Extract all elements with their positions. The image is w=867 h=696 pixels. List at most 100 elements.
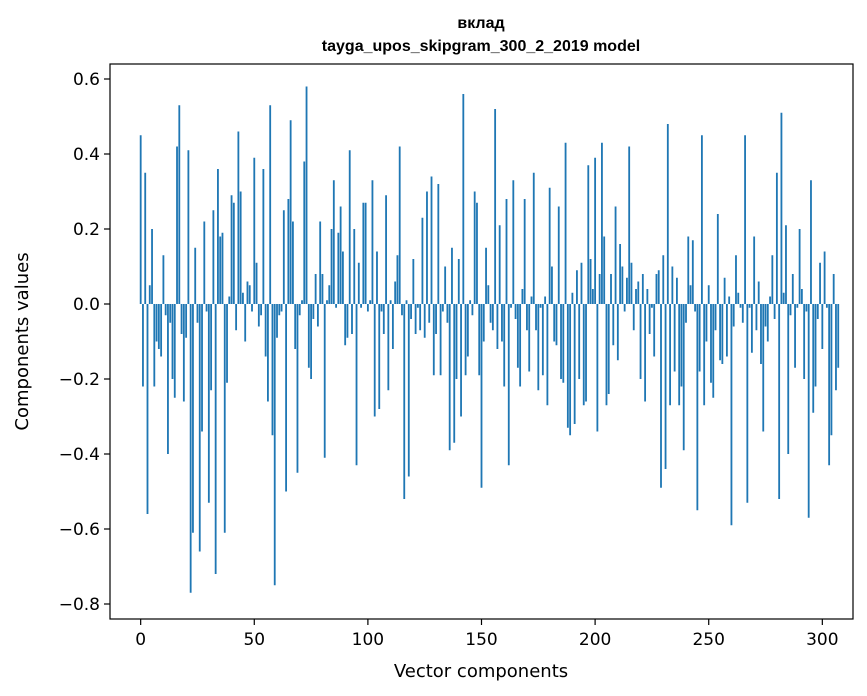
- bar-231: [664, 304, 667, 469]
- bar-222: [644, 304, 647, 402]
- bar-30: [207, 304, 210, 503]
- x-axis-label: Vector components: [394, 661, 568, 682]
- bar-93: [351, 304, 353, 334]
- bar-98: [362, 202, 365, 304]
- bar-10: [162, 255, 165, 304]
- bar-144: [466, 304, 469, 357]
- bar-285: [787, 304, 790, 454]
- bar-25: [196, 304, 199, 323]
- y-tick-label: 0.6: [73, 70, 100, 90]
- bar-183: [555, 304, 558, 346]
- bar-203: [601, 142, 603, 304]
- bar-8: [157, 304, 160, 349]
- bar-214: [626, 277, 628, 304]
- chart-subtitle: tayga_upos_skipgram_300_2_2019 model: [322, 38, 640, 55]
- bar-16: [176, 146, 178, 304]
- bar-216: [630, 262, 633, 304]
- bar-140: [457, 259, 460, 304]
- bar-143: [464, 304, 467, 376]
- bar-201: [596, 304, 599, 432]
- bar-185: [560, 304, 562, 379]
- bar-12: [167, 304, 169, 454]
- y-tick-label: 0.4: [73, 145, 100, 165]
- y-axis-ticks: −0.8 −0.6 −0.4 −0.2 0.0 0.2 0.4 0.6: [59, 70, 110, 615]
- bar-307: [837, 304, 840, 368]
- bar-113: [396, 255, 399, 304]
- bar-242: [689, 285, 692, 304]
- bar-85: [332, 180, 335, 304]
- bar-223: [646, 289, 649, 304]
- bar-21: [187, 150, 190, 304]
- bar-38: [226, 304, 228, 383]
- y-tick-label: −0.8: [59, 595, 100, 615]
- bar-179: [546, 304, 549, 406]
- bar-266: [744, 135, 746, 304]
- y-tick-label: −0.2: [59, 370, 100, 390]
- bar-162: [507, 304, 510, 466]
- bar-39: [228, 296, 231, 304]
- bar-20: [185, 304, 188, 338]
- bar-153: [487, 285, 490, 304]
- bar-95: [355, 304, 358, 466]
- bar-64: [285, 304, 287, 492]
- bar-86: [335, 304, 337, 308]
- bar-51: [255, 262, 258, 304]
- bar-193: [578, 304, 581, 379]
- bar-186: [562, 304, 565, 383]
- bar-286: [789, 304, 792, 316]
- bar-24: [194, 247, 197, 304]
- bar-279: [773, 304, 776, 319]
- bar-280: [775, 172, 778, 304]
- x-tick-label: 200: [579, 630, 611, 650]
- bar-303: [828, 304, 831, 466]
- bar-277: [769, 296, 771, 304]
- bar-78: [316, 304, 319, 327]
- bar-268: [748, 304, 751, 308]
- bar-288: [794, 304, 796, 368]
- bar-241: [687, 236, 690, 304]
- bar-117: [405, 300, 408, 304]
- bar-139: [455, 304, 458, 379]
- bar-76: [312, 304, 315, 319]
- bar-225: [651, 304, 653, 308]
- bar-226: [653, 304, 656, 357]
- bar-65: [287, 199, 290, 304]
- bar-189: [569, 304, 572, 436]
- bar-112: [394, 281, 397, 304]
- bar-271: [755, 304, 758, 331]
- bar-104: [376, 251, 378, 304]
- bar-281: [778, 304, 781, 499]
- bar-270: [753, 236, 756, 304]
- bar-63: [282, 210, 285, 304]
- bar-118: [407, 304, 410, 477]
- bar-173: [532, 172, 535, 304]
- bar-221: [641, 274, 644, 304]
- bar-251: [710, 304, 712, 383]
- bar-163: [510, 304, 512, 308]
- bar-52: [257, 304, 260, 327]
- bar-211: [619, 244, 622, 304]
- bar-252: [712, 304, 715, 398]
- bar-195: [582, 304, 585, 406]
- bar-304: [830, 304, 833, 436]
- bar-205: [605, 304, 608, 406]
- bar-166: [516, 304, 519, 368]
- bar-107: [382, 304, 385, 334]
- bar-160: [503, 304, 506, 387]
- bar-134: [444, 266, 447, 304]
- bar-5: [151, 229, 153, 304]
- bar-278: [771, 255, 774, 304]
- bar-34: [217, 169, 219, 304]
- bar-7: [155, 304, 158, 342]
- bar-250: [707, 285, 710, 304]
- bar-47: [246, 281, 249, 304]
- bar-194: [580, 262, 583, 304]
- bar-156: [494, 109, 497, 304]
- bar-58: [271, 304, 274, 436]
- bar-291: [800, 289, 803, 304]
- bar-302: [825, 304, 828, 308]
- bar-296: [812, 304, 815, 413]
- bar-265: [741, 304, 744, 323]
- bar-29: [205, 304, 208, 312]
- bar-165: [514, 304, 517, 319]
